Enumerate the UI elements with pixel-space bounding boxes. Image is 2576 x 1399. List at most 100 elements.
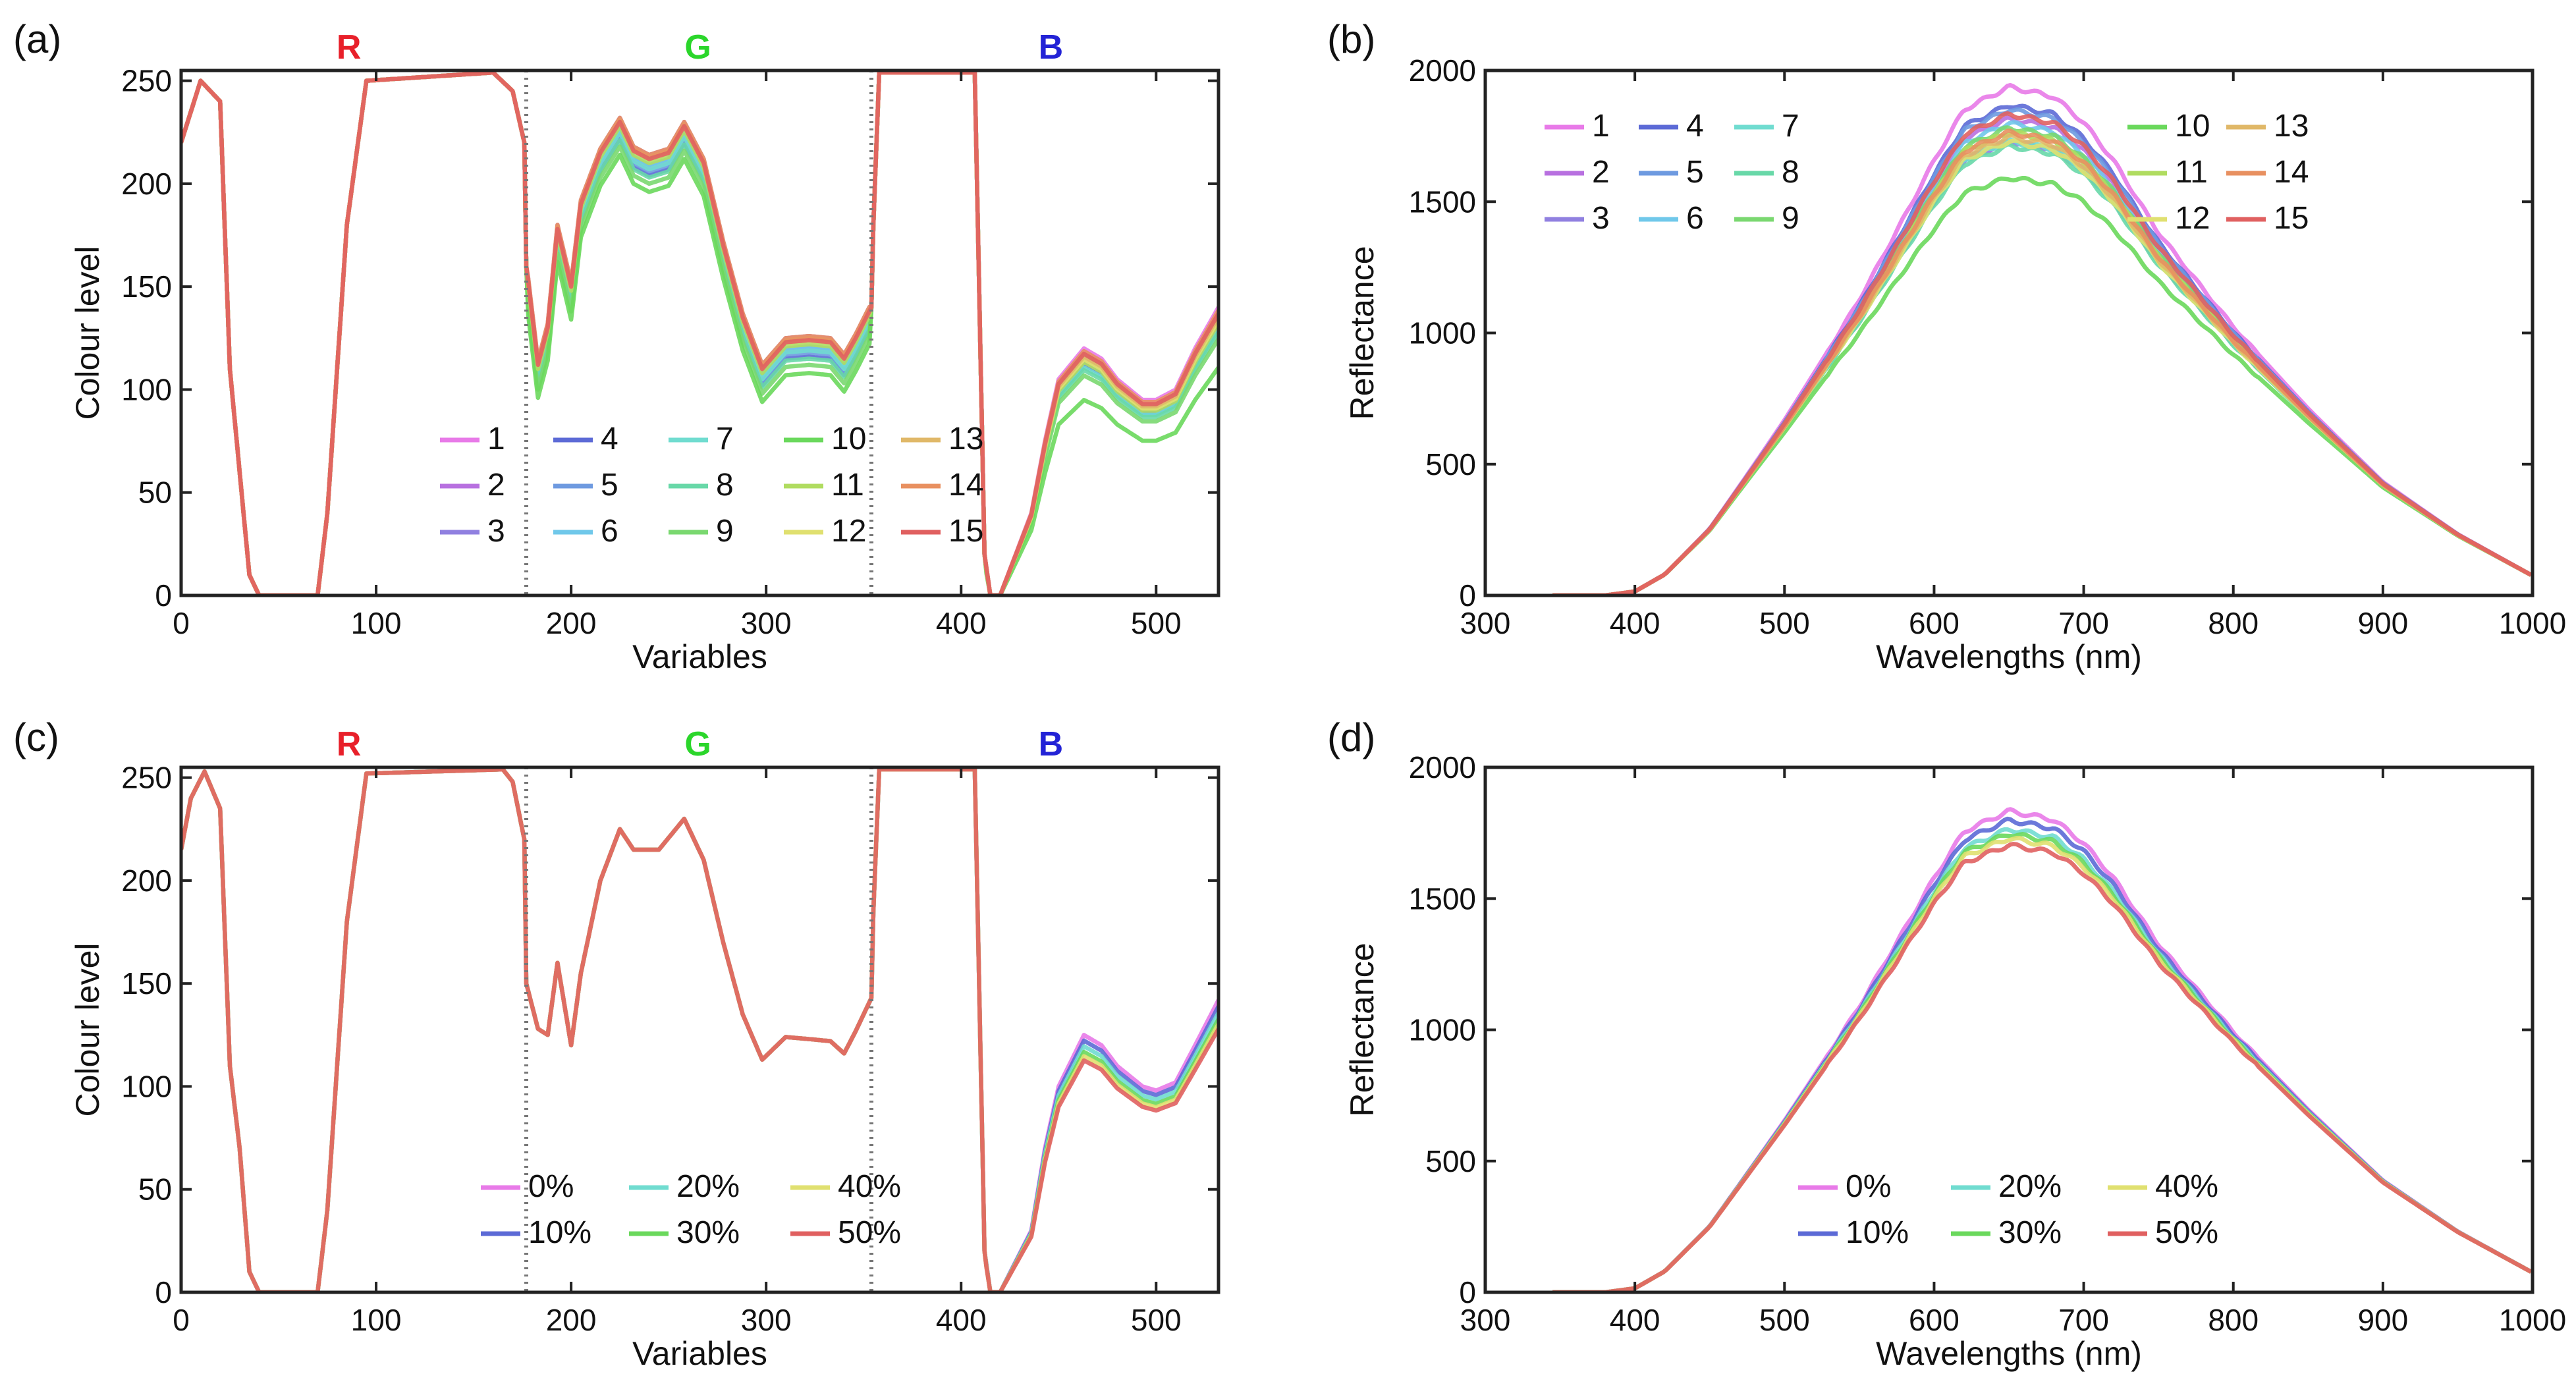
legend-label: 5	[1686, 155, 1704, 190]
legend-label: 50%	[838, 1215, 901, 1250]
channel-label-R: R	[337, 28, 362, 67]
y-tick-label: 2000	[1409, 750, 1476, 784]
y-tick-label: 0	[155, 1275, 172, 1309]
x-tick-label: 700	[2058, 1303, 2109, 1337]
panel-d: (d) 300 400 500 600 700 800 900 1000 0 500 1000 1500…	[1327, 715, 2566, 1372]
legend-label: 11	[831, 468, 864, 503]
x-tick-label: 800	[2208, 606, 2259, 640]
y-tick-label: 200	[121, 167, 172, 201]
legend-label: 5	[601, 468, 618, 503]
y-tick-label: 100	[121, 1069, 172, 1103]
legend-label: 40%	[2155, 1169, 2218, 1204]
series-lines	[1552, 82, 2533, 595]
x-tick-label: 300	[1460, 1303, 1511, 1337]
x-axis-label: Variables	[632, 638, 767, 675]
x-tick-label: 300	[1460, 606, 1511, 640]
legend-label: 14	[2274, 155, 2309, 190]
x-tick-label: 1000	[2499, 1303, 2566, 1337]
panel-tag: (c)	[13, 715, 59, 759]
x-tick-label: 0	[173, 606, 190, 640]
legend-label: 9	[1782, 201, 1799, 236]
series-line-15	[181, 70, 1219, 595]
x-tick-label: 300	[741, 1303, 792, 1337]
legend-label: 12	[831, 514, 866, 549]
legend-label: 12	[2175, 201, 2210, 236]
legend-label: 0%	[528, 1169, 574, 1204]
legend-label: 10	[831, 422, 866, 456]
legend-label: 10%	[528, 1215, 591, 1250]
legend-label: 8	[716, 468, 734, 503]
legend-label: 6	[601, 514, 618, 549]
series-lines	[1552, 807, 2533, 1292]
x-tick-label: 200	[546, 606, 597, 640]
x-axis-label: Variables	[632, 1335, 767, 1372]
y-tick-label: 200	[121, 864, 172, 898]
y-tick-label: 1000	[1409, 1013, 1476, 1047]
x-tick-label: 100	[351, 606, 402, 640]
y-axis-label: Colour level	[69, 246, 106, 420]
y-tick-label: 50	[138, 476, 172, 510]
series-line-15	[1552, 111, 2533, 595]
series-lines	[181, 767, 1219, 1292]
y-tick-label: 0	[1459, 578, 1476, 613]
y-tick-label: 1500	[1409, 881, 1476, 916]
series-lines	[181, 70, 1219, 595]
legend-label: 11	[2175, 155, 2208, 190]
x-tick-label: 1000	[2499, 606, 2566, 640]
legend-label: 20%	[1998, 1169, 2062, 1204]
series-line-50pct	[1552, 842, 2533, 1292]
panel-b: (b) 300 400 500 600 700 800 900 1000 0 500 1000 1500…	[1327, 17, 2566, 675]
legend-label: 13	[948, 422, 983, 456]
y-tick-label: 500	[1425, 447, 1476, 481]
x-axis-label: Wavelengths (nm)	[1876, 638, 2142, 675]
legend-label: 2	[487, 468, 505, 503]
y-tick-label: 0	[1459, 1275, 1476, 1309]
y-tick-label: 1500	[1409, 184, 1476, 219]
legend-label: 6	[1686, 201, 1704, 236]
y-axis-label: Reflectance	[1344, 943, 1381, 1116]
panel-a: (a) 0 100 200 300 400 500 0 50 100 150 200 250 Variab…	[13, 17, 1220, 675]
channel-label-B: B	[1039, 725, 1064, 763]
x-tick-label: 300	[741, 606, 792, 640]
panel-c: (c) 0 100 200 300 400 500 0 50 100 150 200 250 Variab…	[13, 715, 1220, 1372]
x-tick-label: 400	[1610, 1303, 1660, 1337]
x-tick-label: 800	[2208, 1303, 2259, 1337]
channel-label-G: G	[684, 725, 711, 763]
panel-tag: (b)	[1327, 17, 1375, 61]
series-line-50pct	[181, 767, 1219, 1292]
channel-label-R: R	[337, 725, 362, 763]
legend-label: 7	[716, 422, 734, 456]
y-axis-label: Colour level	[69, 943, 106, 1116]
y-tick-label: 1000	[1409, 316, 1476, 350]
y-tick-label: 150	[121, 269, 172, 304]
legend-label: 13	[2274, 109, 2309, 144]
legend-label: 9	[716, 514, 734, 549]
legend-label: 1	[487, 422, 505, 456]
legend: 0% 10% 20% 30% 40% 50%	[481, 1169, 901, 1250]
y-tick-label: 150	[121, 966, 172, 1001]
x-tick-label: 400	[1610, 606, 1660, 640]
y-tick-label: 250	[121, 761, 172, 795]
x-tick-label: 500	[1759, 1303, 1810, 1337]
panel-tag: (d)	[1327, 715, 1375, 759]
x-tick-label: 100	[351, 1303, 402, 1337]
legend-label: 10%	[1846, 1215, 1909, 1250]
x-tick-label: 0	[173, 1303, 190, 1337]
legend-label: 1	[1592, 109, 1610, 144]
y-tick-label: 0	[155, 578, 172, 613]
legend-label: 15	[948, 514, 983, 549]
legend-label: 7	[1782, 109, 1799, 144]
legend-label: 8	[1782, 155, 1799, 190]
legend-label: 15	[2274, 201, 2309, 236]
y-tick-label: 500	[1425, 1144, 1476, 1178]
x-tick-label: 600	[1909, 1303, 1959, 1337]
legend: 0% 10% 20% 30% 40% 50%	[1798, 1169, 2218, 1250]
y-tick-label: 100	[121, 372, 172, 406]
legend-label: 40%	[838, 1169, 901, 1204]
y-tick-label: 2000	[1409, 53, 1476, 88]
x-tick-label: 200	[546, 1303, 597, 1337]
x-tick-label: 600	[1909, 606, 1959, 640]
